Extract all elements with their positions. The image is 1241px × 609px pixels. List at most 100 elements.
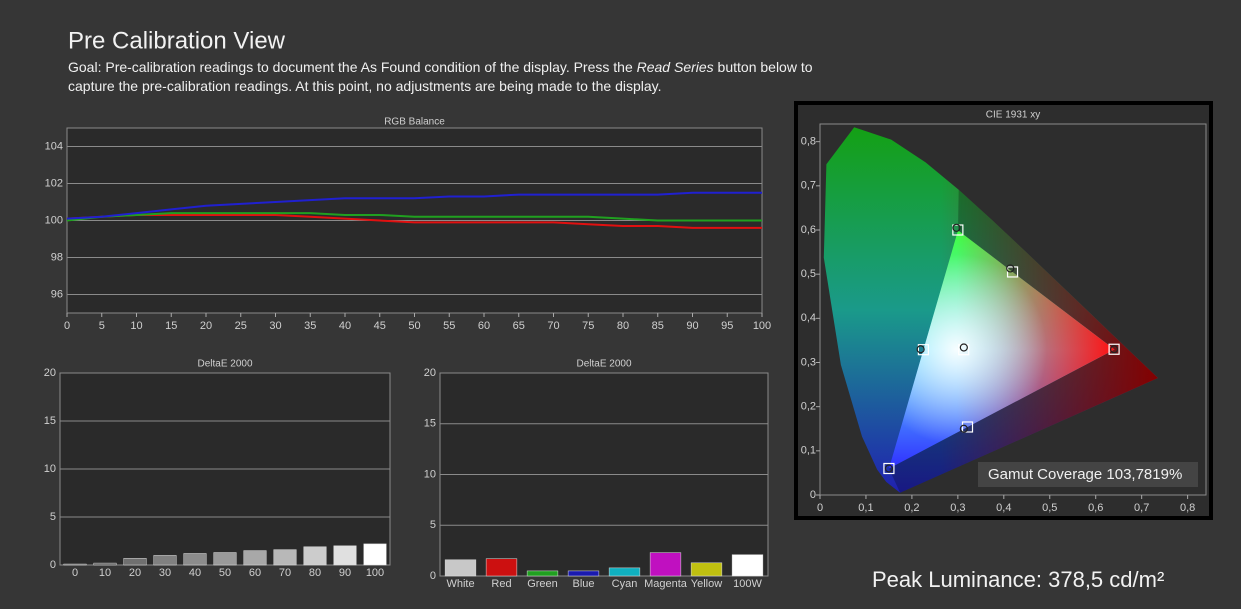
data-line — [66, 191, 762, 220]
x-tick-label: 20 — [200, 320, 212, 332]
bar — [303, 546, 327, 566]
target-point — [961, 421, 974, 433]
x-tick-label: 25 — [235, 320, 247, 332]
target-point — [883, 462, 895, 475]
bar — [333, 545, 357, 566]
annotation-box — [978, 462, 1198, 487]
y-tick-label: 10 — [424, 468, 436, 480]
x-tick-label: 10 — [130, 320, 142, 332]
x-tick-label: 10 — [99, 567, 111, 579]
spectral-locus — [823, 127, 1158, 493]
bar — [649, 552, 682, 577]
target-point — [958, 344, 970, 356]
x-tick-label: Blue — [572, 578, 594, 590]
x-tick-label: 30 — [159, 567, 171, 579]
x-tick-label: 60 — [478, 320, 490, 332]
x-tick-label: 30 — [269, 320, 281, 332]
bar — [123, 558, 147, 566]
x-tick-label: 45 — [374, 320, 386, 332]
measured-point — [1109, 345, 1119, 354]
y-tick-label: 0 — [810, 489, 816, 501]
bar — [731, 554, 764, 577]
y-tick-label: 0,7 — [801, 180, 816, 192]
y-tick-label: 100 — [45, 214, 63, 226]
x-tick-label: Red — [491, 578, 511, 590]
x-tick-label: 70 — [547, 320, 559, 332]
x-tick-label: 100 — [366, 567, 384, 579]
bar — [485, 558, 518, 577]
y-tick-label: 20 — [424, 367, 436, 379]
x-tick-label: 60 — [249, 567, 261, 579]
y-tick-label: 104 — [45, 140, 63, 152]
x-tick-label: 90 — [339, 567, 351, 579]
x-tick-label: 80 — [617, 320, 629, 332]
measured-point — [959, 424, 968, 433]
bar — [567, 570, 600, 577]
bar — [608, 567, 641, 577]
x-tick-label: 0,7 — [1134, 502, 1149, 514]
bar — [153, 555, 177, 566]
x-tick-label: 100W — [733, 578, 762, 590]
x-tick-label: 90 — [686, 320, 698, 332]
x-tick-label: 0,3 — [950, 502, 965, 514]
bar — [213, 552, 237, 566]
measured-point — [884, 464, 894, 473]
x-tick-label: 40 — [189, 567, 201, 579]
chart-title: RGB Balance — [384, 117, 445, 128]
x-tick-label: 0,8 — [1180, 502, 1195, 514]
bar — [363, 543, 387, 566]
bar — [183, 553, 207, 566]
bar — [93, 562, 117, 566]
x-tick-label: 50 — [408, 320, 420, 332]
y-tick-label: 0,1 — [801, 445, 816, 457]
x-tick-label: 0 — [817, 502, 823, 514]
data-line — [66, 212, 762, 222]
x-tick-label: 0 — [64, 320, 70, 332]
goal-part: Goal: Pre-calibration readings to docume… — [68, 59, 637, 75]
y-tick-label: 0,8 — [801, 136, 816, 148]
chart-title: CIE 1931 xy — [986, 110, 1040, 121]
x-tick-label: 20 — [129, 567, 141, 579]
x-tick-label: 0 — [72, 567, 78, 579]
goal-part: button below to capture the pre-calibrat… — [68, 59, 813, 94]
y-tick-label: 0,5 — [801, 268, 816, 280]
goal-emphasis: Read Series — [636, 59, 714, 75]
x-tick-label: 80 — [309, 567, 321, 579]
gamut-coverage: Gamut Coverage 103,7819% — [988, 466, 1182, 483]
y-tick-label: 15 — [424, 418, 436, 430]
y-tick-label: 96 — [51, 288, 63, 300]
x-tick-label: 50 — [219, 567, 231, 579]
y-tick-label: 102 — [45, 177, 63, 189]
x-tick-label: 0,5 — [1042, 502, 1057, 514]
bar — [273, 549, 297, 566]
bar — [526, 570, 559, 577]
x-tick-label: Yellow — [691, 578, 722, 590]
bar — [63, 563, 87, 566]
y-tick-label: 0,3 — [801, 356, 816, 368]
x-tick-label: 100 — [753, 320, 771, 332]
target-point — [1108, 343, 1120, 355]
data-line — [66, 213, 762, 229]
y-tick-label: 20 — [44, 367, 56, 379]
x-tick-label: 75 — [582, 320, 594, 332]
measured-point — [959, 343, 968, 352]
x-tick-label: Cyan — [612, 578, 638, 590]
gamut-white — [889, 230, 1115, 469]
x-tick-label: 65 — [513, 320, 525, 332]
x-tick-label: 0,6 — [1088, 502, 1103, 514]
bar — [444, 559, 477, 577]
y-tick-label: 0 — [50, 559, 56, 571]
x-tick-label: 85 — [652, 320, 664, 332]
measured-point — [916, 345, 925, 354]
plot-area — [819, 123, 1207, 496]
chart-title: DeltaE 2000 — [576, 359, 631, 370]
x-tick-label: 70 — [279, 567, 291, 579]
bar — [243, 550, 267, 566]
target-point — [917, 344, 929, 356]
y-tick-label: 10 — [44, 463, 56, 475]
x-tick-label: White — [446, 578, 474, 590]
x-tick-label: 40 — [339, 320, 351, 332]
y-tick-label: 5 — [50, 511, 56, 523]
